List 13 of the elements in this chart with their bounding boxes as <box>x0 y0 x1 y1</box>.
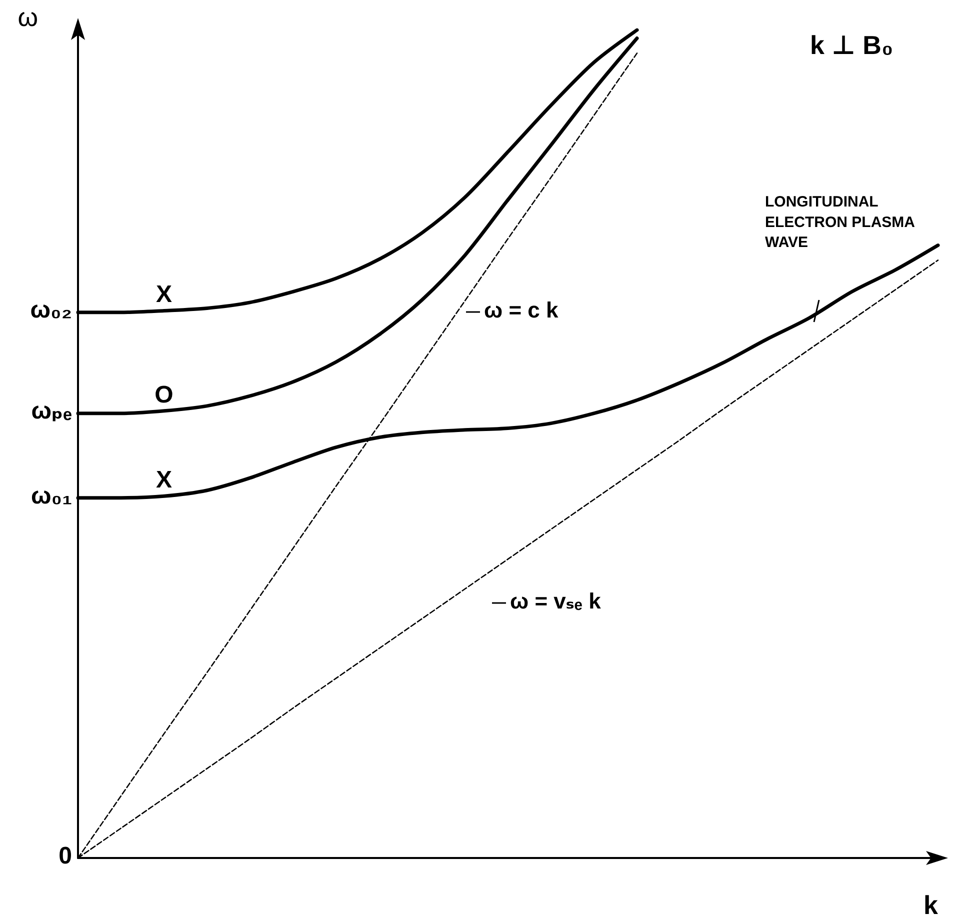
series-label: X <box>156 281 172 308</box>
annotation: ω = c k <box>484 298 560 322</box>
x-axis-title: k <box>924 890 939 918</box>
y-axis-title: ω <box>18 2 38 32</box>
text: ωₚₑ <box>31 398 72 424</box>
series-label: X <box>156 466 172 494</box>
text: 0 <box>58 842 72 870</box>
annotation: k ⊥ B₀ <box>810 30 894 60</box>
text: ω₀₁ <box>30 482 72 510</box>
text: ω₀₂ <box>30 296 72 324</box>
annotation: ω = vₛₑ k <box>510 588 602 614</box>
annotation: LONGITUDINAL ELECTRON PLASMA WAVE <box>765 194 919 252</box>
series-label: O <box>154 381 174 408</box>
